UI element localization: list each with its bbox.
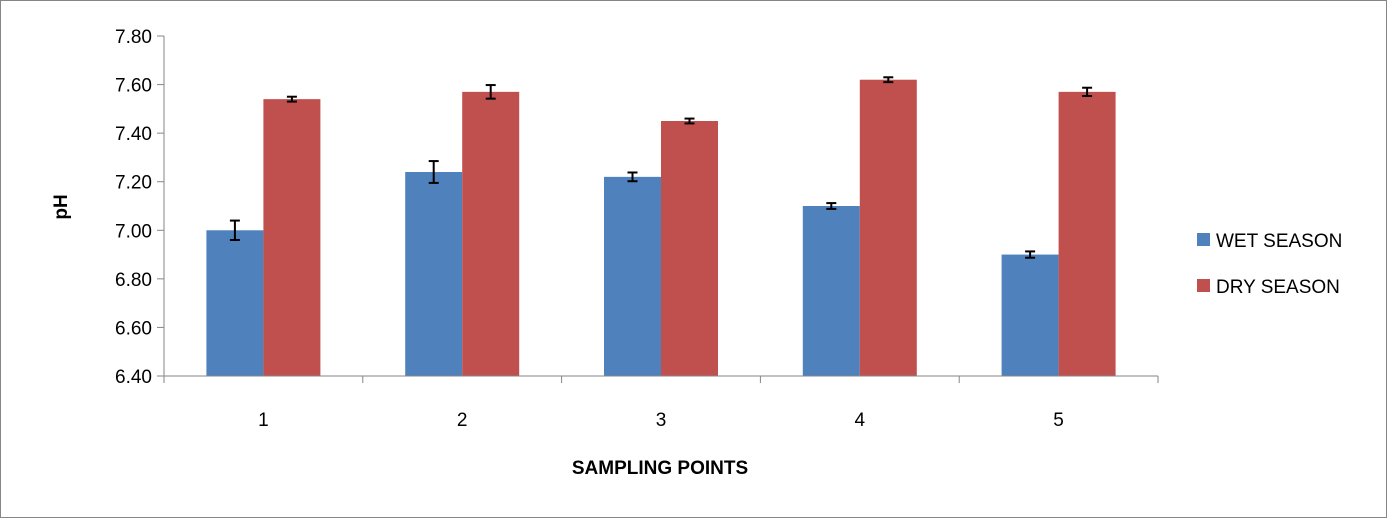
x-tick-label: 5 xyxy=(1053,410,1064,431)
error-bar xyxy=(1082,86,1093,97)
bar-dry-5 xyxy=(1058,91,1116,376)
y-axis-title: pH xyxy=(51,194,72,219)
y-tick-label: 7.60 xyxy=(115,76,152,97)
bar-dry-4 xyxy=(859,79,917,376)
x-tick-label: 2 xyxy=(457,410,468,431)
error-bar xyxy=(826,202,837,210)
legend-label: DRY SEASON xyxy=(1216,277,1340,298)
bar-dry-3 xyxy=(661,121,718,376)
bars xyxy=(206,79,1116,377)
legend-item-wet-season: WET SEASON xyxy=(1197,231,1342,252)
error-bar xyxy=(229,219,240,241)
x-axis-title: SAMPLING POINTS xyxy=(572,458,748,479)
x-axis-ticks: 1 2 3 4 5 xyxy=(163,376,1159,431)
y-tick-label: 7.00 xyxy=(115,221,152,242)
x-tick-label: 3 xyxy=(656,410,667,431)
bar-dry-2 xyxy=(462,91,520,376)
y-axis-ticks: 6.40 6.60 6.80 7.00 7.20 7.40 7.60 7.80 xyxy=(115,27,164,388)
error-bar xyxy=(883,76,894,84)
x-tick-label: 4 xyxy=(855,410,866,431)
bar-wet-1 xyxy=(206,230,264,376)
y-tick-label: 7.80 xyxy=(115,27,152,48)
error-bars xyxy=(229,76,1093,259)
error-bar xyxy=(485,84,496,100)
y-tick-label: 6.80 xyxy=(115,270,152,291)
error-bar xyxy=(627,171,638,183)
error-bar xyxy=(428,160,439,184)
legend-label: WET SEASON xyxy=(1216,231,1342,252)
error-bar xyxy=(684,117,695,125)
error-bar xyxy=(1025,250,1036,259)
y-tick-label: 6.40 xyxy=(115,367,152,388)
axes xyxy=(163,36,1158,377)
bar-wet-3 xyxy=(604,176,661,376)
y-tick-label: 7.20 xyxy=(115,173,152,194)
x-tick-label: 1 xyxy=(258,410,269,431)
bar-wet-5 xyxy=(1001,254,1059,376)
bar-dry-1 xyxy=(263,99,321,377)
error-bar xyxy=(286,95,297,103)
bar-wet-4 xyxy=(802,206,860,376)
legend-swatch xyxy=(1197,233,1210,246)
legend-swatch xyxy=(1197,279,1210,292)
bar-wet-2 xyxy=(405,172,463,376)
y-tick-label: 7.40 xyxy=(115,124,152,145)
legend: WET SEASON DRY SEASON xyxy=(1197,231,1342,298)
legend-item-dry-season: DRY SEASON xyxy=(1197,277,1340,298)
y-tick-label: 6.60 xyxy=(115,318,152,339)
